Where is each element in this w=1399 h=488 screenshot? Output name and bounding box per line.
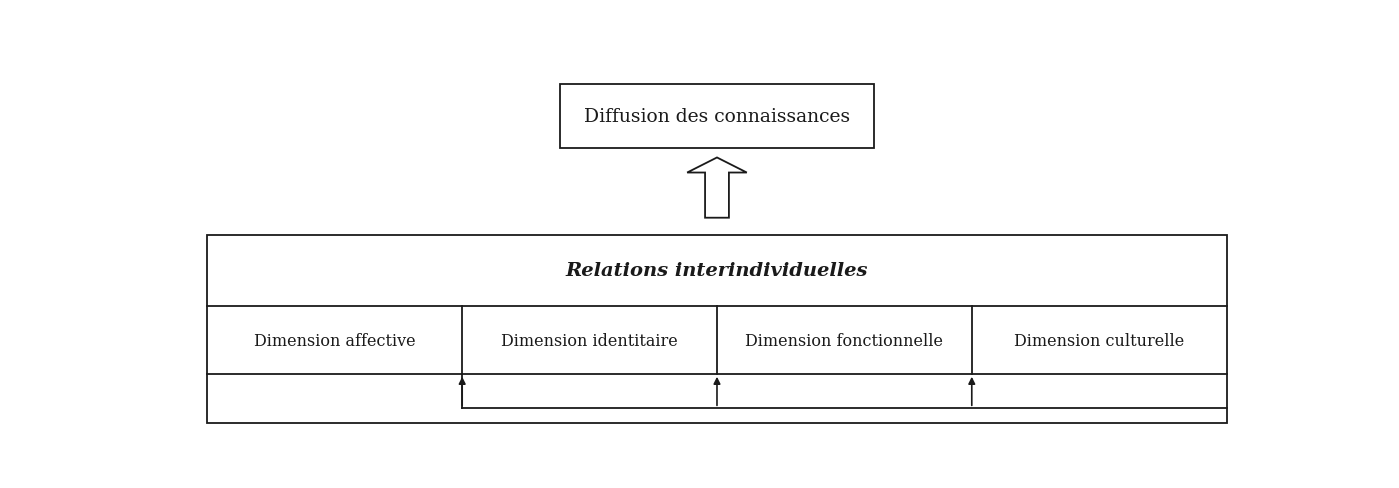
- Text: Dimension culturelle: Dimension culturelle: [1014, 332, 1185, 349]
- Text: Dimension identitaire: Dimension identitaire: [501, 332, 679, 349]
- Text: Dimension fonctionnelle: Dimension fonctionnelle: [746, 332, 943, 349]
- Bar: [207, 235, 1227, 423]
- Bar: [560, 85, 874, 149]
- Text: Dimension affective: Dimension affective: [255, 332, 416, 349]
- Polygon shape: [687, 158, 747, 218]
- Text: Relations interindividuelles: Relations interindividuelles: [565, 262, 869, 280]
- Text: Diffusion des connaissances: Diffusion des connaissances: [583, 108, 851, 126]
